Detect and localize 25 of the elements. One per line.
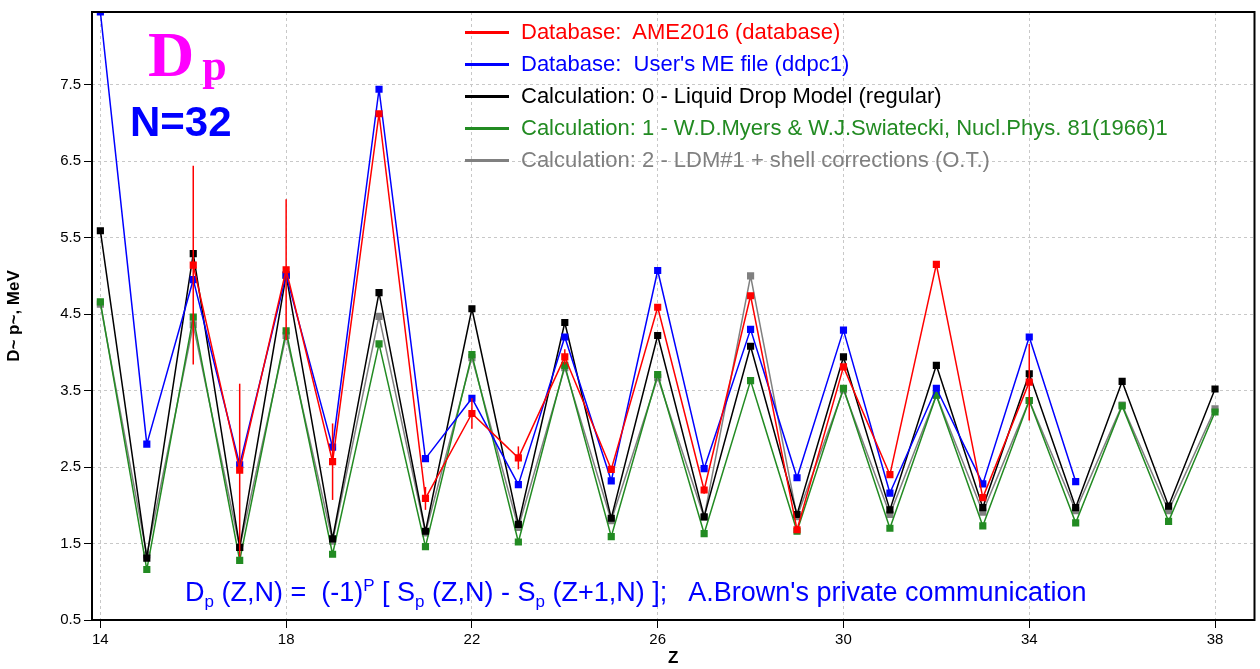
text: N=32 [130,98,232,146]
legend-label: Calculation: 1 - W.D.Myers & W.J.Swiatecki, Nucl.Phys. 81(1966)1 [521,115,1168,141]
x-tick-label: 30 [835,630,852,648]
legend-label: Calculation: 2 - LDM#1 + shell corrections (O.T.) [521,147,990,173]
y-tick-label: 5.5 [60,227,81,245]
x-tick-label: 14 [92,630,109,648]
x-axis-title: Z [668,648,679,668]
y-tick-label: 6.5 [60,151,81,169]
x-tick-label: 18 [277,630,295,648]
text: D$_{p}$ (Z,N) = (-1)$^{P}$ [ S$_{p}$ (Z,N) - S$_{p}$ (Z+1,N) ]; A.Brown's private communication [185,576,1087,612]
x-tick-label: 22 [463,630,481,648]
legend-label: Database: User's ME file (ddpc1) [521,51,850,77]
x-tick-label: 38 [1206,630,1224,648]
x-tick-label: 26 [649,630,667,648]
x-tick-label: 34 [1020,630,1038,648]
y-tick-label: 4.5 [60,304,81,322]
y-tick-label: 0.5 [60,610,81,628]
legend-label: Database: AME2016 (database) [521,19,841,45]
y-axis-title: D~ p~, MeV [3,269,23,362]
legend-label: Calculation: 0 - Liquid Drop Model (regular) [521,83,942,109]
y-tick-label: 1.5 [60,533,81,551]
y-tick-label: 3.5 [60,380,81,398]
y-tick-label: 2.5 [60,457,81,475]
y-tick-label: 7.5 [60,74,81,92]
chart-title: D$_{p}$ [148,18,227,92]
